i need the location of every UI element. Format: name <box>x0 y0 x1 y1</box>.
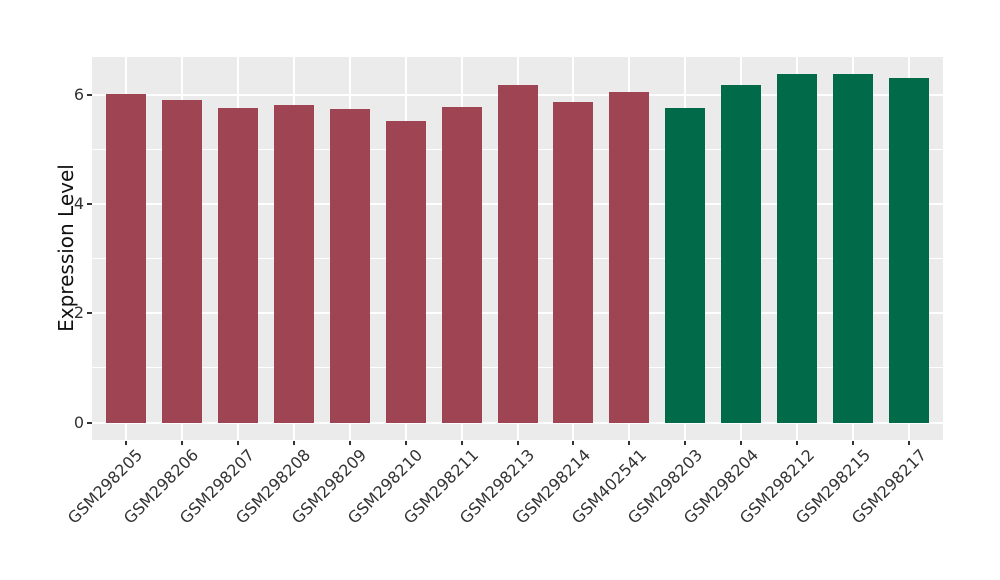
x-tick-mark-GSM298207 <box>236 440 239 445</box>
x-tick-mark-GSM298204 <box>740 440 743 445</box>
y-tick-mark-4 <box>87 202 92 205</box>
bar-GSM298212 <box>777 73 818 423</box>
bar-GSM298214 <box>553 101 594 423</box>
y-tick-mark-2 <box>87 312 92 315</box>
y-tick-label-6: 6 <box>73 84 84 104</box>
x-tick-mark-GSM298208 <box>292 440 295 445</box>
x-tick-mark-GSM298215 <box>852 440 855 445</box>
bar-GSM298211 <box>441 106 482 423</box>
bar-GSM298215 <box>833 73 874 423</box>
plot-panel <box>92 57 943 440</box>
bar-GSM298210 <box>385 121 426 423</box>
bar-GSM298207 <box>217 108 258 423</box>
x-tick-mark-GSM298209 <box>348 440 351 445</box>
x-tick-mark-GSM298203 <box>684 440 687 445</box>
bar-GSM298204 <box>721 85 762 423</box>
y-tick-label-2: 2 <box>73 303 84 323</box>
x-tick-mark-GSM298212 <box>796 440 799 445</box>
bar-GSM298213 <box>497 85 538 423</box>
y-tick-label-4: 4 <box>73 193 84 213</box>
x-tick-mark-GSM298206 <box>180 440 183 445</box>
x-tick-mark-GSM298205 <box>124 440 127 445</box>
bar-GSM298217 <box>889 77 930 423</box>
bar-GSM298206 <box>161 100 202 423</box>
bar-GSM298208 <box>273 104 314 423</box>
y-tick-mark-0 <box>87 421 92 424</box>
y-tick-mark-6 <box>87 93 92 96</box>
bar-GSM402541 <box>609 91 650 423</box>
x-tick-mark-GSM298210 <box>404 440 407 445</box>
x-tick-mark-GSM298211 <box>460 440 463 445</box>
x-tick-mark-GSM298214 <box>572 440 575 445</box>
x-tick-mark-GSM298217 <box>908 440 911 445</box>
bar-GSM298203 <box>665 108 706 423</box>
x-tick-mark-GSM402541 <box>628 440 631 445</box>
x-tick-mark-GSM298213 <box>516 440 519 445</box>
bar-GSM298205 <box>105 93 146 423</box>
bar-GSM298209 <box>329 109 370 423</box>
y-tick-label-0: 0 <box>73 412 84 432</box>
